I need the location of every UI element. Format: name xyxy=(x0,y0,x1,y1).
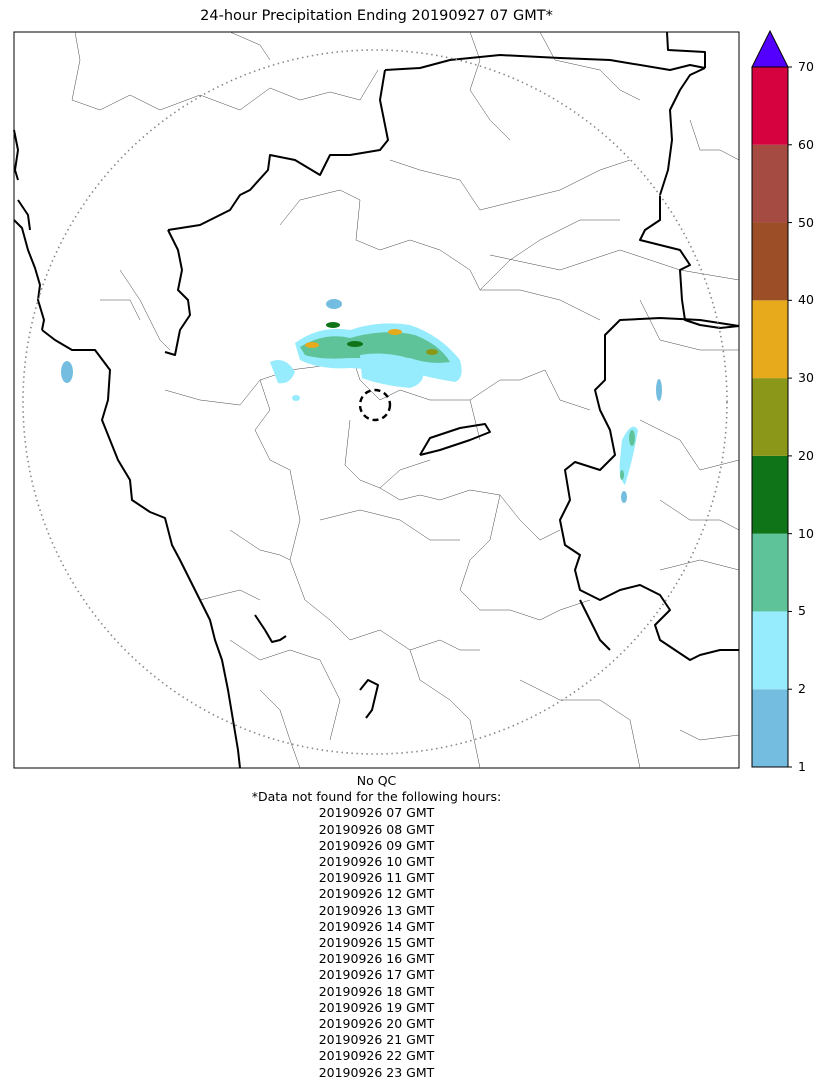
colorbar-segment xyxy=(752,222,788,301)
missing-hour-item: 20190926 17 GMT xyxy=(318,967,435,983)
missing-hour-item: 20190926 15 GMT xyxy=(318,935,435,951)
radar-site-marker xyxy=(358,388,392,422)
colorbar-tick-label: 60 xyxy=(798,136,814,152)
colorbar-tick-label: 50 xyxy=(798,214,814,230)
colorbar-segment xyxy=(752,689,788,767)
colorbar-segment xyxy=(752,378,788,456)
colorbar-tick-label: 40 xyxy=(798,292,814,308)
missing-hours-list: 20190926 07 GMT 20190926 08 GMT 20190926 0… xyxy=(14,805,739,1080)
qc-note: No QC xyxy=(356,773,397,788)
colorbar-segment xyxy=(752,144,788,223)
missing-hour-item: 20190926 16 GMT xyxy=(318,951,435,967)
precipitation-echoes xyxy=(61,299,662,503)
radar-range-ring xyxy=(22,49,728,755)
colorbar-extend-arrow xyxy=(751,29,789,68)
colorbar-tick-label: 5 xyxy=(798,603,806,619)
colorbar-tick-label: 10 xyxy=(798,525,814,541)
missing-hour-item: 20190926 11 GMT xyxy=(318,870,435,886)
colorbar-tick-label: 30 xyxy=(798,370,814,386)
missing-hour-item: 20190926 23 GMT xyxy=(318,1064,435,1080)
colorbar xyxy=(751,29,792,768)
missing-hour-item: 20190926 22 GMT xyxy=(318,1048,435,1064)
colorbar-tick-label: 1 xyxy=(798,759,806,774)
colorbar-segment xyxy=(752,300,788,379)
colorbar-tick-label: 70 xyxy=(798,59,814,74)
missing-hour-item: 20190926 09 GMT xyxy=(318,837,435,853)
missing-hour-item: 20190926 08 GMT xyxy=(318,821,435,837)
missing-data-header: *Data not found for the following hours: xyxy=(251,789,502,805)
state-boundaries xyxy=(13,31,740,769)
missing-hour-item: 20190926 14 GMT xyxy=(318,918,435,934)
notes-block: No QC *Data not found for the following … xyxy=(14,773,739,1081)
missing-hour-item: 20190926 10 GMT xyxy=(318,854,435,870)
missing-hour-item: 20190926 13 GMT xyxy=(318,902,435,918)
missing-hour-item: 20190926 19 GMT xyxy=(318,999,435,1015)
colorbar-segment xyxy=(752,611,788,690)
missing-hour-item: 20190926 18 GMT xyxy=(318,983,435,999)
colorbar-tick-label: 2 xyxy=(798,681,806,697)
map-frame xyxy=(13,31,740,769)
colorbar-segment xyxy=(752,455,788,534)
map-title: 24-hour Precipitation Ending 20190927 07… xyxy=(200,8,553,24)
colorbar-segment xyxy=(752,67,788,145)
missing-hour-item: 20190926 12 GMT xyxy=(318,886,435,902)
missing-hour-item: 20190926 21 GMT xyxy=(318,1032,435,1048)
colorbar-tick-label: 20 xyxy=(798,447,814,463)
missing-hour-item: 20190926 20 GMT xyxy=(318,1016,435,1032)
district-boundaries xyxy=(71,31,740,769)
colorbar-segment xyxy=(752,533,788,612)
missing-hour-item: 20190926 07 GMT xyxy=(318,805,435,821)
colorbar-outline xyxy=(751,66,789,768)
